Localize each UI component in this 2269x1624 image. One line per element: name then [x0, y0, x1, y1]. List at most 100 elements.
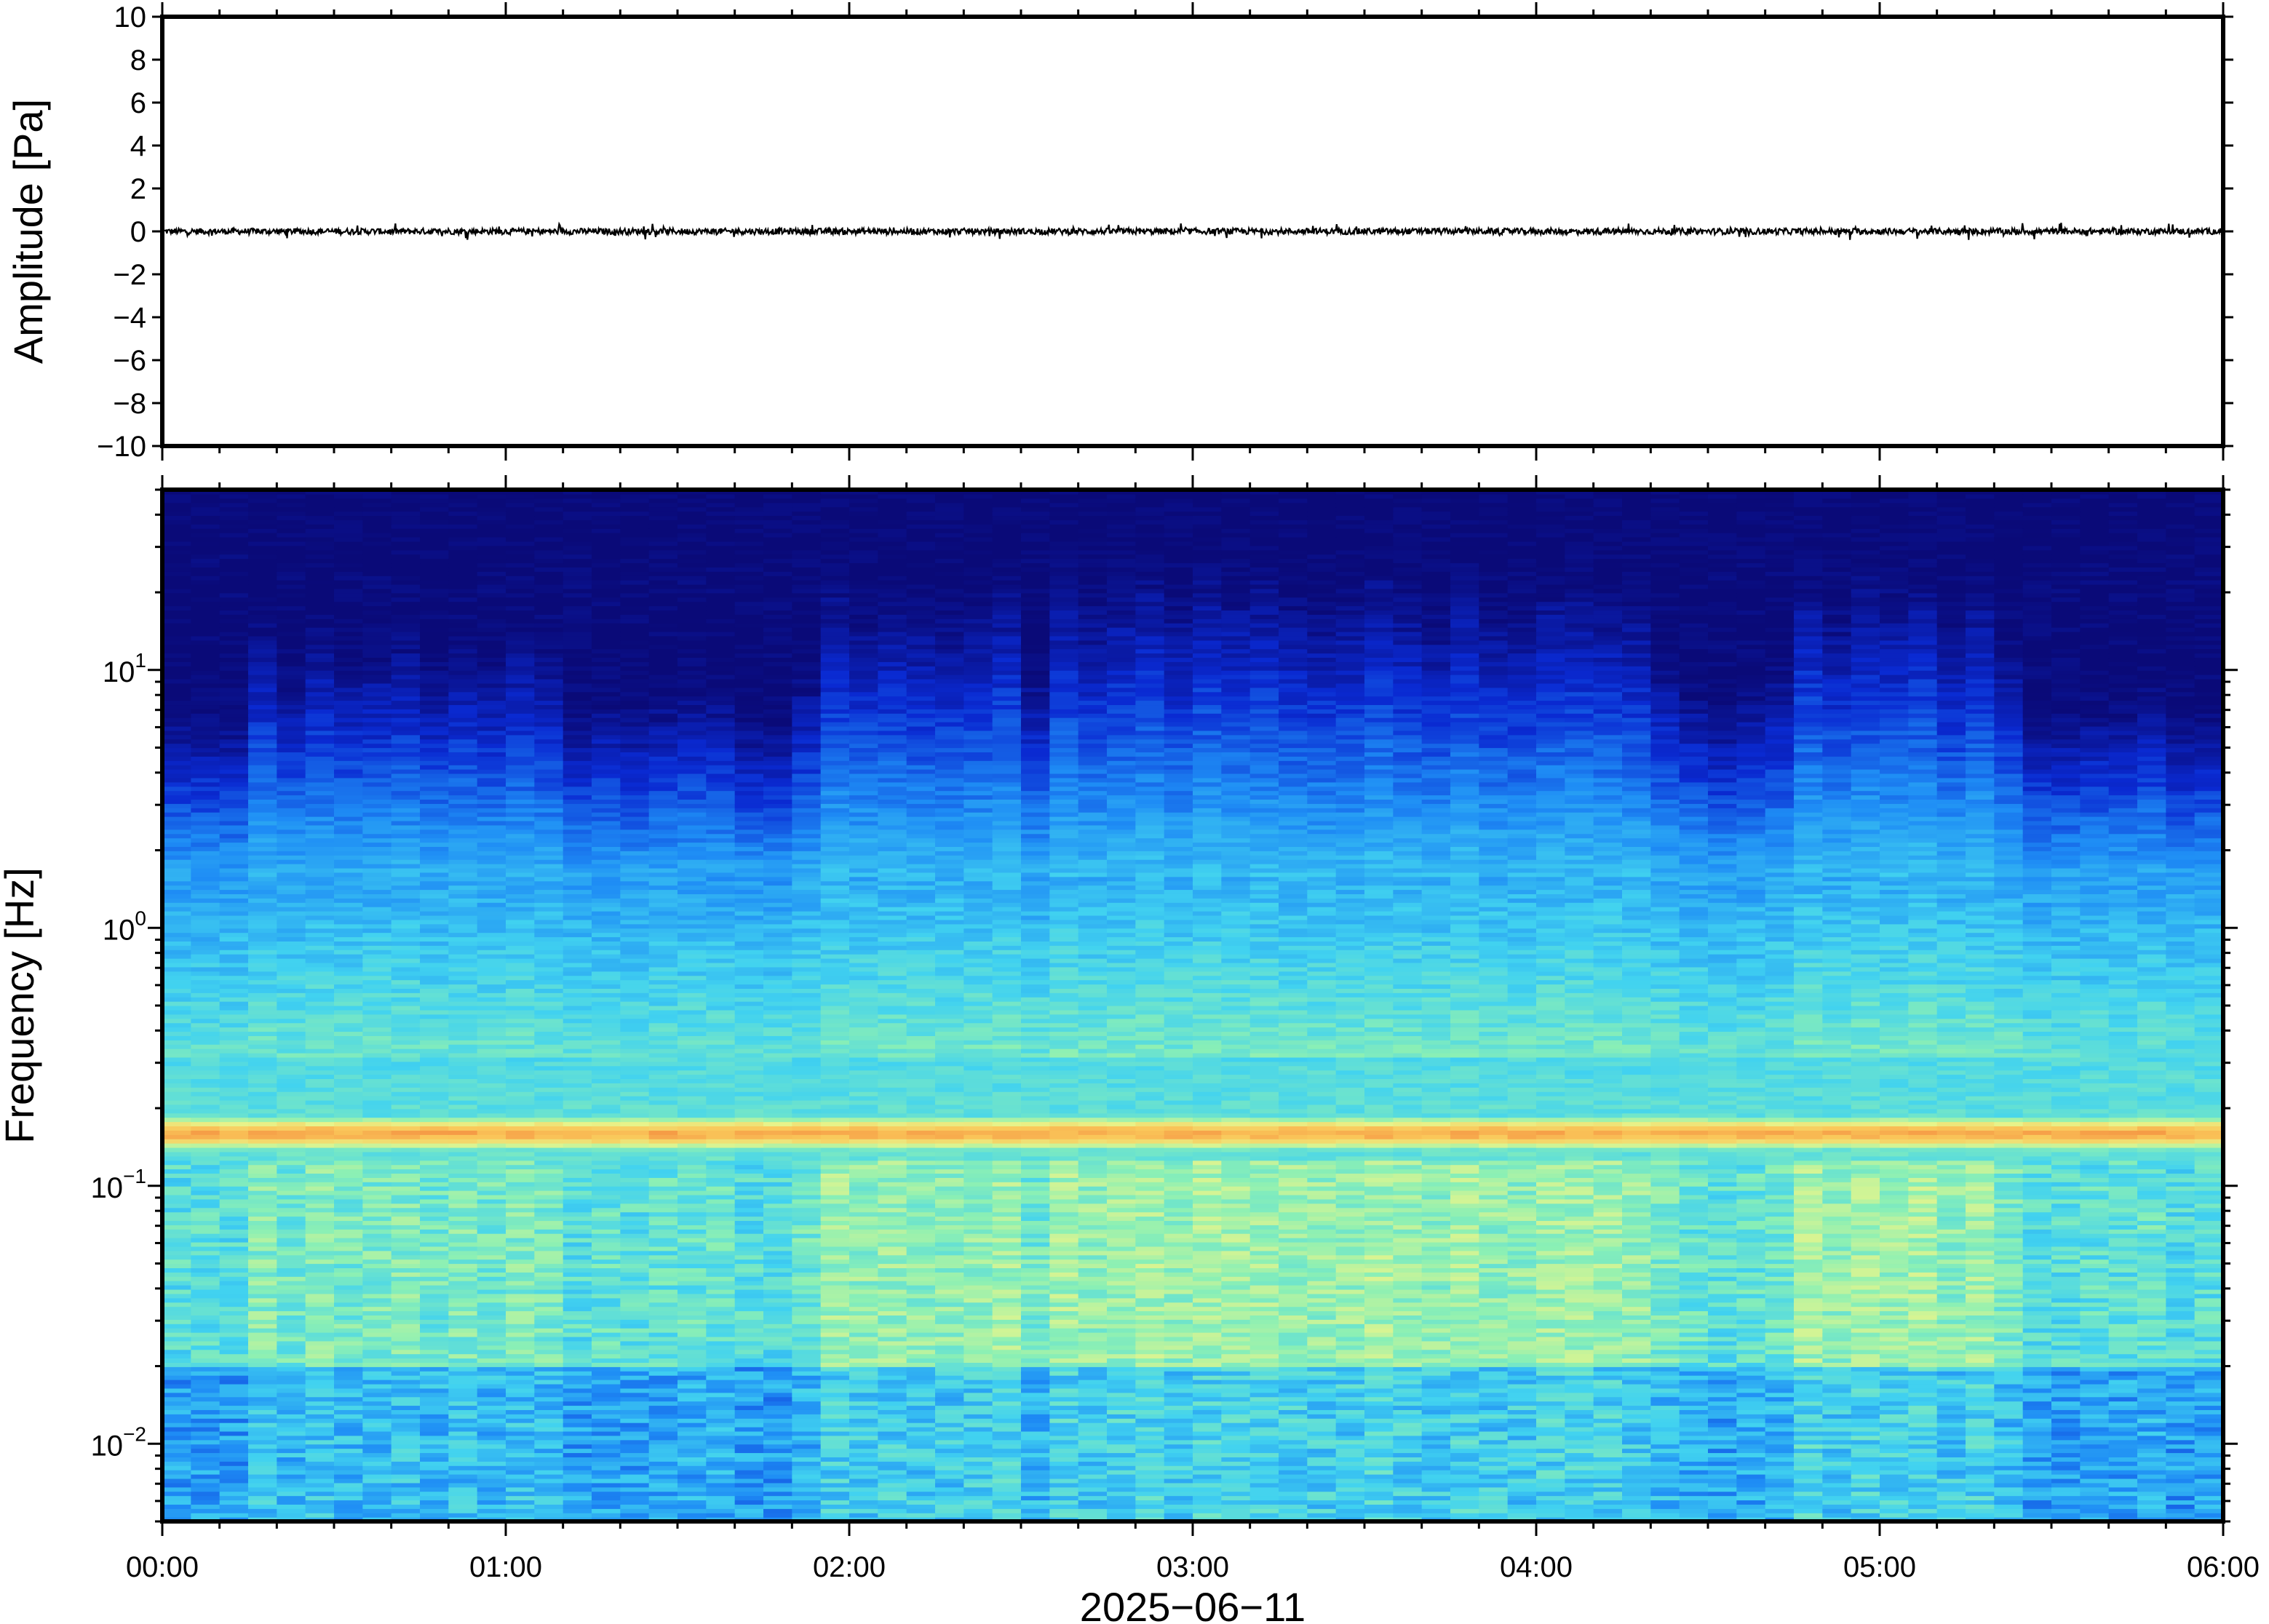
- spectrogram-cell: [1307, 1414, 1337, 1419]
- spectrogram-cell: [2080, 1233, 2110, 1238]
- spectrogram-cell: [1593, 1388, 1623, 1393]
- spectrogram-cell: [1450, 1439, 1479, 1445]
- spectrogram-cell: [1364, 1263, 1394, 1269]
- spectrogram-cell: [1479, 1452, 1509, 1457]
- spectrogram-cell: [1049, 1263, 1079, 1269]
- spectrogram-cell: [248, 1328, 277, 1333]
- spectrogram-cell: [2194, 1353, 2224, 1359]
- spectrogram-cell: [2194, 1319, 2224, 1324]
- spectrogram-cell: [1335, 1414, 1365, 1419]
- spectrogram-cell: [1479, 1465, 1509, 1470]
- spectrogram-cell: [506, 1238, 535, 1243]
- spectrogram-cell: [792, 1272, 822, 1277]
- spectrogram-cell: [734, 1366, 764, 1372]
- spectrogram-cell: [763, 1478, 792, 1484]
- spectrogram-cell: [1307, 1362, 1337, 1367]
- spectrogram-cell: [1049, 1315, 1079, 1320]
- spectrogram-cell: [1135, 1418, 1165, 1423]
- spectrogram-cell: [1880, 1345, 1909, 1350]
- spectrogram-cell: [391, 1345, 421, 1350]
- spectrogram-cell: [592, 1452, 621, 1457]
- spectrogram-cell: [620, 1254, 650, 1260]
- spectrogram-cell: [2080, 1392, 2110, 1398]
- spectrogram-cell: [1135, 1474, 1165, 1479]
- spectrogram-cell: [592, 1448, 621, 1454]
- spectrogram-cell: [1107, 1383, 1136, 1389]
- spectrogram-cell: [1335, 1504, 1365, 1509]
- spectrogram-cell: [1650, 1418, 1680, 1423]
- spectrogram-cell: [563, 1427, 592, 1432]
- spectrogram-cell: [334, 1306, 363, 1312]
- spectrogram-cell: [277, 1465, 306, 1470]
- spectrogram-cell: [1565, 1315, 1594, 1320]
- spectrogram-cell: [1049, 1345, 1079, 1350]
- spectrogram-cell: [820, 1500, 850, 1505]
- spectrogram-cell: [420, 1405, 449, 1410]
- spectrogram-cell: [1565, 1349, 1594, 1355]
- spectrogram-cell: [1221, 1310, 1251, 1315]
- spectrogram-cell: [1593, 1504, 1623, 1509]
- spectrogram-cell: [1851, 1238, 1880, 1243]
- spectrogram-cell: [1822, 1324, 1852, 1329]
- spectrogram-cell: [1078, 1486, 1108, 1492]
- spectrogram-cell: [792, 1474, 822, 1479]
- spectrogram-cell: [248, 1383, 277, 1389]
- spectrogram-cell: [792, 1276, 822, 1281]
- spectrogram-cell: [2080, 1388, 2110, 1393]
- spectrogram-cell: [648, 1259, 678, 1265]
- spectrogram-cell: [1479, 1474, 1509, 1479]
- spectrogram-cell: [334, 1396, 363, 1402]
- spectrogram-cell: [1307, 1439, 1337, 1445]
- spectrogram-cell: [1193, 1461, 1222, 1466]
- spectrogram-cell: [1479, 1276, 1509, 1281]
- spectrogram-cell: [534, 1332, 564, 1337]
- spectrogram-cell: [1536, 1422, 1565, 1428]
- spectrogram-cell: [477, 1478, 506, 1484]
- spectrogram-cell: [1679, 1444, 1709, 1449]
- spectrogram-cell: [1249, 1263, 1279, 1269]
- spectrogram-cell: [2137, 1380, 2166, 1385]
- spectrogram-cell: [677, 1297, 707, 1303]
- spectrogram-cell: [935, 1276, 964, 1281]
- spectrogram-cell: [1507, 1353, 1537, 1359]
- spectrogram-cell: [820, 1513, 850, 1518]
- spectrogram-cell: [448, 1486, 478, 1492]
- spectrogram-cell: [391, 1383, 421, 1389]
- spectrogram-cell: [506, 1263, 535, 1269]
- spectrogram-cell: [1679, 1383, 1709, 1389]
- spectrogram-cell: [1966, 1306, 1995, 1312]
- spectrogram-cell: [1822, 1418, 1852, 1423]
- spectrogram-cell: [677, 1254, 707, 1260]
- spectrogram-cell: [620, 1383, 650, 1389]
- spectrogram-cell: [1335, 1353, 1365, 1359]
- spectrogram-cell: [1822, 1491, 1852, 1497]
- spectrogram-cell: [992, 1388, 1022, 1393]
- spectrogram-cell: [677, 1336, 707, 1342]
- spectrogram-cell: [1049, 1491, 1079, 1497]
- spectrogram-cell: [1708, 1486, 1737, 1492]
- spectrogram-cell: [792, 1482, 822, 1488]
- spectrogram-cell: [1936, 1383, 1966, 1389]
- spectrogram-cell: [420, 1375, 449, 1380]
- spectrogram-cell: [878, 1504, 907, 1509]
- spectrogram-cell: [162, 1513, 191, 1518]
- spectrogram-cell: [1135, 1401, 1165, 1406]
- spectrogram-cell: [1249, 1349, 1279, 1355]
- spectrogram-cell: [1279, 1401, 1308, 1406]
- spectrogram-cell: [1794, 1409, 1823, 1414]
- spectrogram-cell: [1908, 1444, 1938, 1449]
- spectrogram-cell: [992, 1302, 1022, 1307]
- spectrogram-cell: [1593, 1250, 1623, 1256]
- spectrogram-cell: [620, 1513, 650, 1518]
- spectrogram-cell: [1650, 1435, 1680, 1441]
- spectrogram-cell: [277, 1430, 306, 1436]
- spectrogram-cell: [1221, 1401, 1251, 1406]
- spectrogram-cell: [992, 1500, 1022, 1505]
- spectrogram-cell: [1794, 1250, 1823, 1256]
- spectrogram-cell: [1364, 1324, 1394, 1329]
- spectrogram-cell: [1021, 1233, 1050, 1238]
- spectrogram-cell: [677, 1306, 707, 1312]
- spectrogram-cell: [592, 1285, 621, 1290]
- spectrogram-cell: [1966, 1358, 1995, 1363]
- spectrogram-cell: [792, 1414, 822, 1419]
